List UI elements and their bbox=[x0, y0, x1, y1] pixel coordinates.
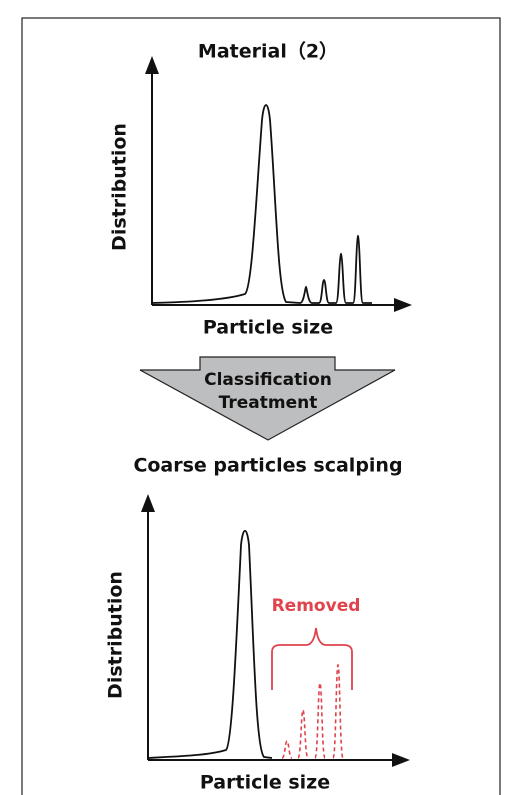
removed-brace bbox=[271, 627, 353, 690]
x-axis-label: Particle size bbox=[200, 772, 330, 794]
arrow-label: Classification bbox=[204, 370, 332, 390]
removed-peaks bbox=[281, 663, 344, 759]
caption: Coarse particles scalping bbox=[133, 455, 402, 477]
top-axes bbox=[145, 56, 412, 312]
y-axis-label: Distribution bbox=[105, 571, 127, 699]
x-axis-label: Particle size bbox=[203, 317, 333, 339]
y-axis-label: Distribution bbox=[109, 123, 131, 251]
arrow-label: Treatment bbox=[219, 393, 318, 413]
bottom-axes bbox=[141, 494, 410, 767]
annotation: Removed bbox=[272, 596, 361, 616]
distribution-curve bbox=[151, 104, 372, 304]
distribution-curve bbox=[147, 529, 273, 759]
frame bbox=[21, 17, 501, 795]
chart-title: Material（2） bbox=[198, 40, 338, 63]
process-arrow bbox=[139, 356, 396, 441]
